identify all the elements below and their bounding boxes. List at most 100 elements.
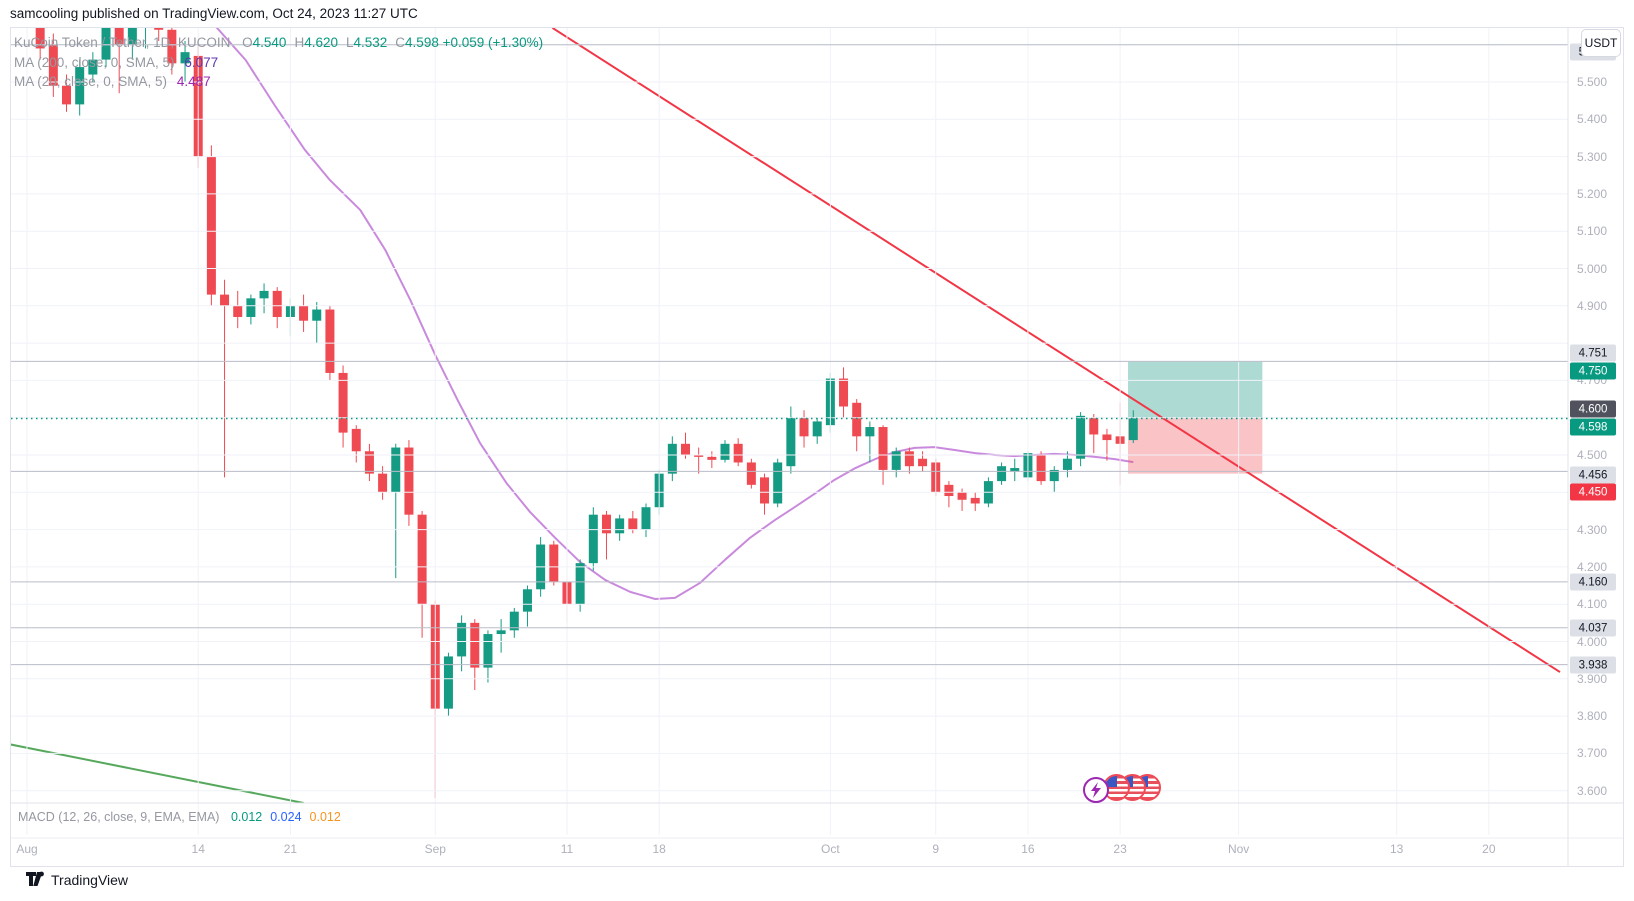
price-axis-label: 3.700: [1577, 746, 1608, 761]
price-badge-dark: 4.600: [1570, 400, 1616, 418]
candle-body: [746, 462, 756, 485]
time-axis-label: 18: [652, 842, 666, 856]
candle-body: [443, 656, 453, 709]
ma20-line[interactable]: [210, 20, 1134, 600]
price-axis-label: 3.900: [1577, 671, 1608, 686]
candle-body: [35, 27, 45, 49]
candle-body: [1036, 455, 1046, 482]
candle-body: [786, 417, 796, 467]
tradingview-watermark[interactable]: TradingView: [26, 871, 128, 888]
candle-body: [114, 27, 124, 45]
price-axis-label: 3.600: [1577, 783, 1608, 798]
macd-value: 0.012: [309, 810, 341, 824]
lightning-reaction-icon[interactable]: [1083, 777, 1109, 803]
tradingview-logo-text: TradingView: [51, 871, 129, 888]
candle-body: [799, 417, 809, 437]
candle-body: [1010, 468, 1020, 472]
ohlc-value: 4.620: [304, 35, 338, 50]
price-badge-gray: 4.456: [1570, 466, 1616, 484]
candle-body: [233, 305, 243, 317]
candle-body: [180, 52, 190, 64]
currency-toggle-button[interactable]: USDT: [1581, 29, 1621, 57]
candle-body: [417, 514, 427, 605]
candle-body: [1076, 415, 1086, 459]
symbol-title: KuCoin Token / Tether, 1D, KUCOIN: [14, 35, 231, 50]
time-axis-label: Oct: [821, 842, 840, 856]
price-axis-label: 4.100: [1577, 597, 1608, 612]
ohlc-values: O4.540 H4.620 L4.532 C4.598: [234, 35, 439, 50]
time-axis-label: 9: [932, 842, 940, 856]
price-axis-label: 5.500: [1577, 75, 1608, 89]
candle-body: [601, 514, 611, 534]
candle-body: [470, 622, 480, 668]
candle-body: [641, 507, 651, 530]
candle-body: [457, 622, 467, 657]
candle-body: [101, 27, 111, 60]
candle-body: [918, 458, 928, 467]
candle-body: [667, 443, 677, 474]
price-badge-gray: 4.751: [1570, 344, 1616, 362]
ma20-legend-row[interactable]: MA (20, close, 0, SMA, 5) 4.487: [14, 73, 543, 92]
candle-body: [760, 477, 770, 504]
ma200-legend-row[interactable]: MA (200, close, 0, SMA, 5) 6.077: [14, 54, 543, 73]
candle-body: [944, 484, 954, 497]
ohlc-value: 4.532: [353, 35, 388, 50]
candle-body: [391, 447, 401, 493]
candle-body: [364, 451, 374, 474]
ma200-label: MA (200, close, 0, SMA, 5): [14, 54, 175, 70]
price-axis-label: 5.400: [1577, 112, 1608, 127]
ohlc-letter: H: [294, 35, 305, 50]
macd-legend-row[interactable]: MACD (12, 26, close, 9, EMA, EMA) 0.012 0…: [18, 810, 341, 824]
symbol-legend-row[interactable]: KuCoin Token / Tether, 1D, KUCOIN O4.540…: [14, 34, 543, 53]
chart-legend: KuCoin Token / Tether, 1D, KUCOIN O4.540…: [14, 34, 543, 93]
candle-body: [404, 447, 414, 515]
ohlc-letter: C: [395, 35, 406, 50]
ohlc-value: 4.540: [252, 35, 287, 50]
ma20-value: 4.487: [176, 74, 211, 89]
macd-params: (12, 26, close, 9, EMA, EMA): [58, 810, 220, 824]
candle-body: [62, 85, 72, 105]
candle-body: [720, 443, 730, 460]
candle-body: [378, 473, 388, 493]
tradingview-logo-icon: [26, 871, 44, 886]
position-loss-zone[interactable]: [1128, 417, 1263, 474]
candle-body: [575, 563, 585, 605]
candle-body: [628, 518, 638, 530]
price-badge-gray: 3.938: [1570, 656, 1616, 674]
candle-body: [878, 427, 888, 470]
candle-body: [338, 372, 348, 433]
candle-body: [891, 451, 901, 470]
published-header: samcooling published on TradingView.com,…: [10, 6, 418, 21]
candle-body: [167, 29, 177, 64]
candle-body: [312, 309, 322, 321]
lightning-bolt-glyph: [1091, 782, 1101, 798]
position-profit-zone[interactable]: [1128, 361, 1263, 418]
price-axis-label: 5.100: [1577, 224, 1608, 239]
candle-body: [259, 290, 269, 299]
ma200-value: 6.077: [184, 54, 219, 70]
time-axis-label: Aug: [16, 842, 38, 856]
time-axis-label: 16: [1021, 842, 1035, 856]
chart-frame: [10, 27, 1624, 867]
candle-body: [588, 514, 598, 564]
candle-body: [1062, 458, 1072, 470]
candle-body: [1102, 434, 1112, 441]
ohlc-letter: O: [242, 35, 253, 50]
candle-body: [483, 634, 493, 668]
candle-body: [812, 421, 822, 437]
time-axis-label: Sep: [424, 842, 446, 856]
resistance-trendline[interactable]: [551, 27, 1561, 673]
price-axis-label: 5.000: [1577, 261, 1608, 276]
candle-body: [48, 44, 58, 86]
candle-body: [904, 451, 914, 467]
price-badge-gray: 4.037: [1570, 619, 1616, 637]
candle-body: [246, 298, 256, 317]
candle-body: [496, 630, 506, 635]
candle-body: [127, 27, 137, 45]
candle-body: [509, 611, 519, 631]
time-axis-label: 21: [283, 842, 298, 856]
candle-body: [733, 443, 743, 463]
candle-body: [970, 497, 980, 504]
candle-body: [997, 466, 1007, 482]
